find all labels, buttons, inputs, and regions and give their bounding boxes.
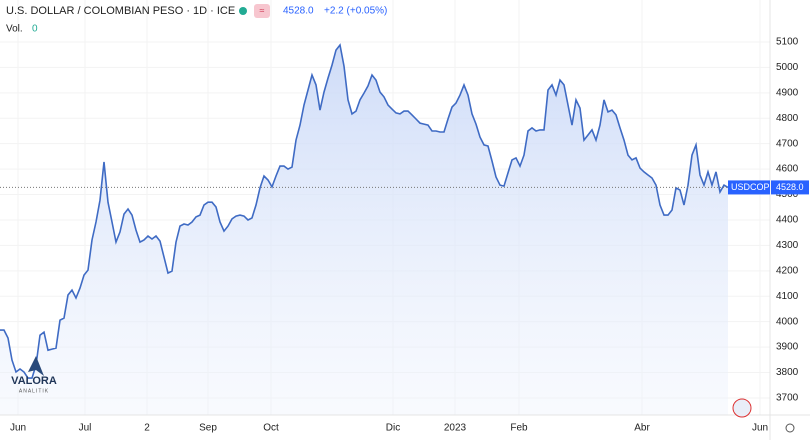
price-tag-bg: [771, 180, 809, 195]
y-tick-label: 4400: [776, 215, 799, 226]
logo: VALORA: [11, 375, 57, 387]
y-tick-label: 3900: [776, 342, 799, 353]
y-tick-label: 4800: [776, 113, 799, 124]
status-dot: [239, 7, 247, 15]
x-tick-label: Oct: [263, 423, 279, 434]
volume-value: 0: [32, 24, 38, 35]
area: [0, 45, 728, 415]
y-tick-label: 3700: [776, 393, 799, 404]
logo-sub: ANALITIK: [19, 388, 49, 394]
badge-icon: ≈: [260, 5, 265, 15]
flag-icon: [732, 398, 752, 418]
x-tick-label: Jul: [79, 423, 92, 434]
last-price: 4528.0: [283, 6, 314, 17]
x-tick-label: 2023: [444, 423, 467, 434]
badge: [254, 4, 270, 18]
symbol-tag: USDCOP: [731, 182, 770, 192]
x-tick-label: 2: [144, 423, 150, 434]
x-tick-label: Jun: [10, 423, 26, 434]
y-tick-label: 3800: [776, 367, 799, 378]
y-tick-label: 4200: [776, 265, 799, 276]
y-tick-label: 5100: [776, 37, 799, 48]
logo-icon: [28, 356, 44, 376]
y-tick-label: 4300: [776, 240, 799, 251]
y-tick-label: 4700: [776, 138, 799, 149]
y-tick-label: 4900: [776, 87, 799, 98]
volume-label: Vol.: [6, 24, 23, 35]
symbol-tag-bg: [728, 180, 770, 195]
y-tick-label: 4100: [776, 291, 799, 302]
x-tick-label: Abr: [634, 423, 650, 434]
x-tick-label: Feb: [510, 423, 528, 434]
y-tick-label: 5000: [776, 62, 799, 73]
x-tick-label: Sep: [199, 423, 217, 434]
line: [0, 43, 729, 379]
y-tick-label: 4500: [776, 189, 799, 200]
x-tick-label: Jun: [752, 423, 768, 434]
price-change: +2.2 (+0.05%): [324, 6, 387, 17]
price-tag: 4528.0: [776, 182, 804, 192]
settings-icon[interactable]: [785, 423, 795, 433]
y-tick-label: 4600: [776, 164, 799, 175]
chart-title: U.S. DOLLAR / COLOMBIAN PESO · 1D · ICE: [6, 5, 235, 17]
y-tick-label: 4000: [776, 316, 799, 327]
x-tick-label: Dic: [386, 423, 400, 434]
